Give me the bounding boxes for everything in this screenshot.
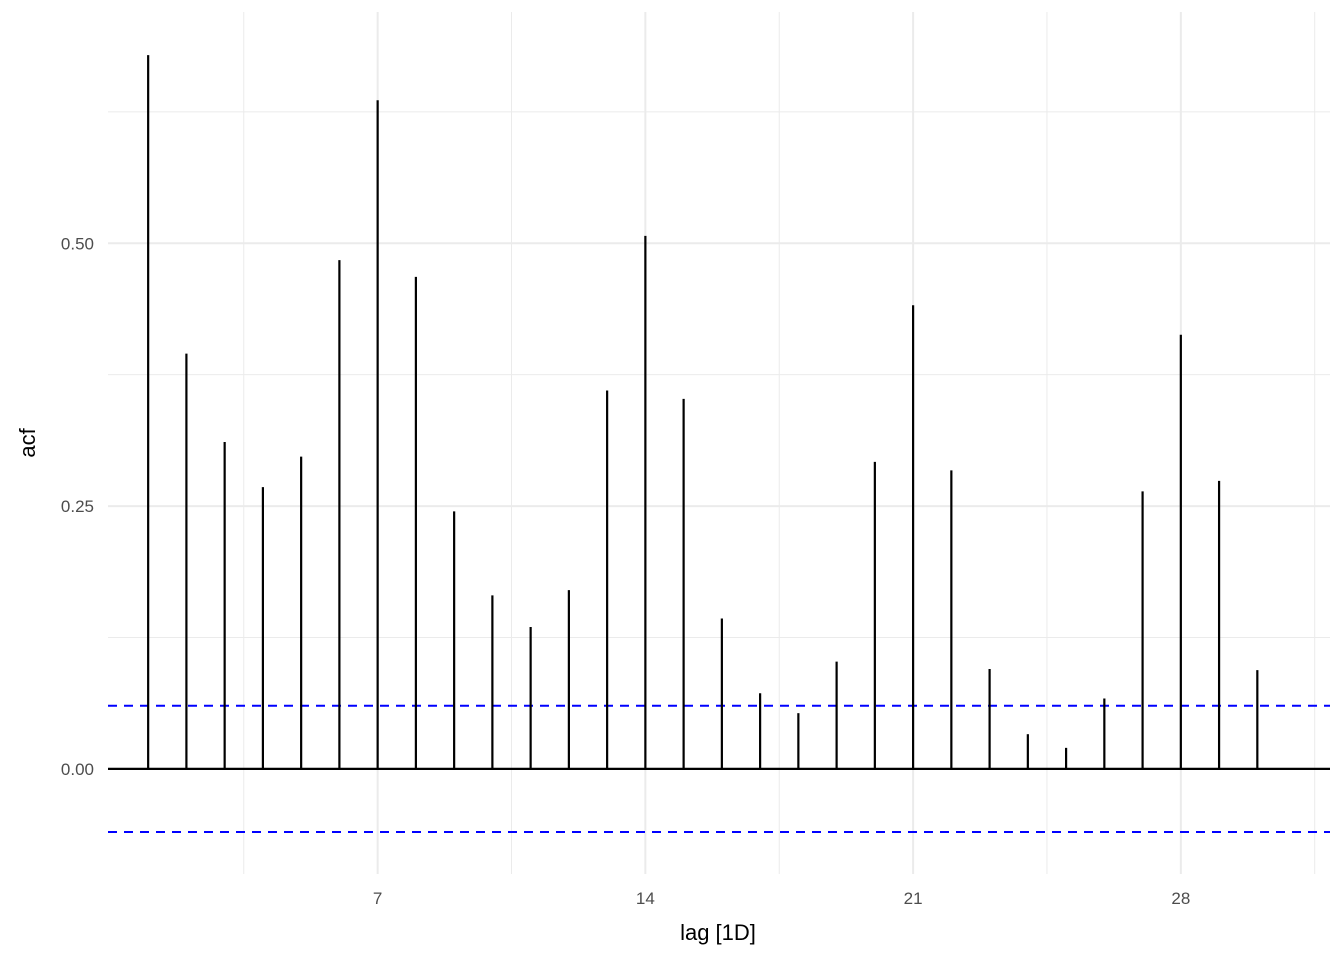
y-axis-title: acf: [15, 427, 40, 457]
y-tick-labels: 0.00 0.25 0.50: [61, 234, 94, 779]
x-tick-label: 21: [904, 889, 923, 908]
y-tick-label: 0.25: [61, 497, 94, 516]
acf-bars: [147, 55, 1259, 769]
x-tick-label: 14: [636, 889, 655, 908]
confidence-bounds: [108, 704, 1330, 833]
y-tick-label: 0.00: [61, 760, 94, 779]
x-tick-label: 7: [373, 889, 382, 908]
grid-lines: [108, 12, 1330, 874]
x-axis-title: lag [1D]: [680, 920, 756, 945]
y-tick-label: 0.50: [61, 234, 94, 253]
x-tick-labels: 7 14 21 28: [373, 889, 1190, 908]
x-tick-label: 28: [1171, 889, 1190, 908]
